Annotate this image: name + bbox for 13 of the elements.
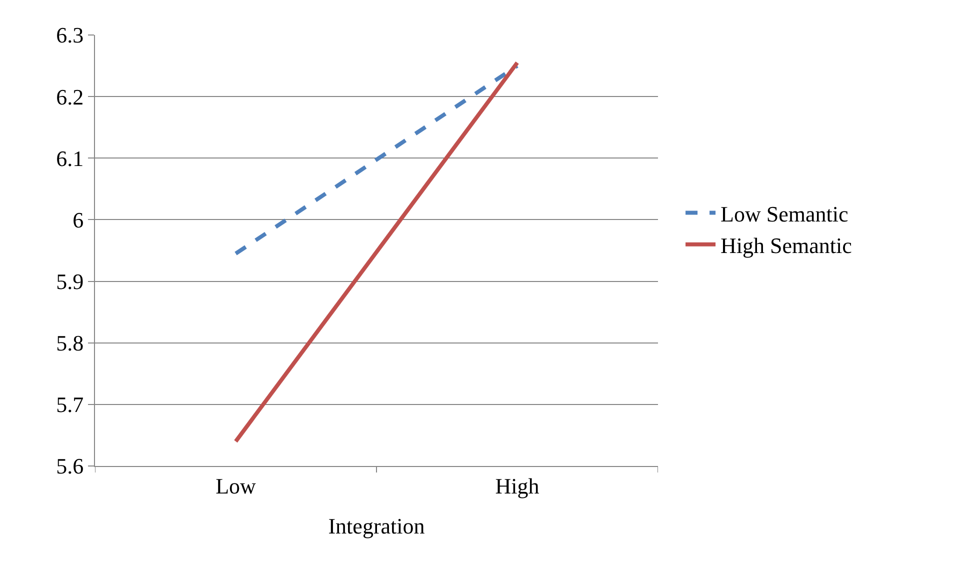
legend-label: Low Semantic: [720, 201, 848, 226]
y-tick-label: 5.9: [56, 268, 84, 294]
y-tick-label: 5.7: [56, 392, 84, 418]
y-tick-label: 6: [72, 207, 84, 232]
x-tick-label: High: [495, 473, 540, 498]
y-tick-label: 5.6: [56, 454, 84, 479]
y-tick-label: 6.2: [56, 84, 84, 110]
y-tick-label: 6.3: [56, 22, 84, 48]
x-tick-label: Low: [216, 473, 256, 498]
x-axis-title: Integration: [328, 513, 425, 538]
legend-label: High Semantic: [720, 232, 852, 258]
y-tick-label: 6.1: [56, 146, 84, 171]
y-tick-label: 5.8: [56, 330, 84, 356]
